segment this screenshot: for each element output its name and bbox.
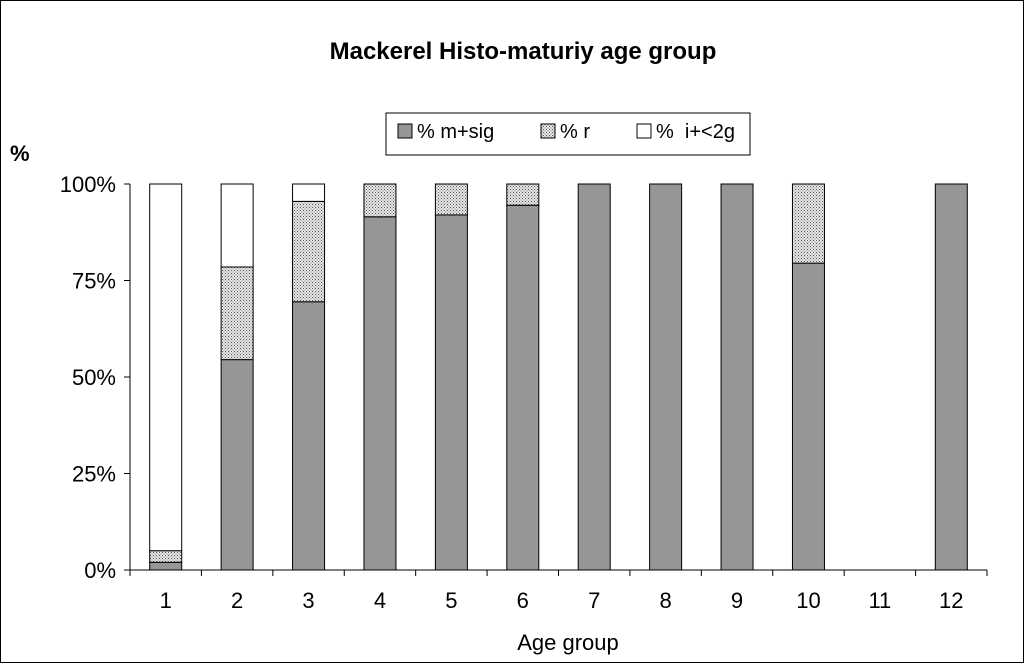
y-tick-label: 100% bbox=[60, 172, 116, 197]
bar-segment-2-age-4 bbox=[363, 183, 397, 218]
y-axis-label: % bbox=[10, 141, 30, 166]
legend-label: % r bbox=[560, 121, 590, 143]
x-tick-label: 5 bbox=[445, 588, 457, 613]
bar-segment-1-age-10 bbox=[791, 262, 825, 571]
legend-swatch bbox=[540, 123, 556, 139]
x-tick-label: 12 bbox=[939, 588, 963, 613]
x-tick-label: 8 bbox=[660, 588, 672, 613]
bar-segment-2-age-1 bbox=[149, 550, 183, 563]
x-tick-label: 6 bbox=[517, 588, 529, 613]
bar-segment-1-age-3 bbox=[292, 301, 326, 571]
bar-segment-1-age-5 bbox=[434, 214, 468, 571]
x-tick-label: 7 bbox=[588, 588, 600, 613]
bar-segment-1-age-6 bbox=[506, 204, 540, 571]
bar-segment-3-age-2 bbox=[220, 183, 254, 268]
x-tick-label: 3 bbox=[302, 588, 314, 613]
y-tick-label: 25% bbox=[72, 462, 116, 487]
x-tick-label: 9 bbox=[731, 588, 743, 613]
x-tick-label: 4 bbox=[374, 588, 386, 613]
bar-segment-1-age-9 bbox=[720, 183, 754, 571]
bar-segment-1-age-4 bbox=[363, 216, 397, 571]
axes-group: 0%25%50%75%100%1 2 3 4 5 6 7 8 9 10 11 12 bbox=[60, 172, 988, 613]
bars-group bbox=[149, 183, 968, 571]
bar-segment-2-age-5 bbox=[434, 183, 468, 216]
x-tick-label: 2 bbox=[231, 588, 243, 613]
bar-segment-1-age-7 bbox=[577, 183, 611, 571]
bar-segment-3-age-1 bbox=[149, 183, 183, 552]
legend-box bbox=[385, 112, 751, 156]
bar-segment-2-age-10 bbox=[791, 183, 825, 264]
bar-segment-2-age-6 bbox=[506, 183, 540, 206]
y-tick-label: 50% bbox=[72, 365, 116, 390]
bar-segment-2-age-3 bbox=[292, 200, 326, 303]
legend-label: % i+<2g bbox=[656, 121, 735, 143]
y-tick-label: 0% bbox=[84, 558, 116, 583]
bar-segment-1-age-12 bbox=[934, 183, 968, 571]
legend: % m+sig % r % i+<2g bbox=[385, 112, 751, 156]
legend-label: % m+sig bbox=[417, 121, 494, 143]
bar-segment-2-age-2 bbox=[220, 266, 254, 361]
chart-title: Mackerel Histo-maturiy age group bbox=[330, 38, 717, 65]
x-axis-label: Age group bbox=[517, 630, 619, 655]
x-tick-label: 11 bbox=[868, 588, 891, 613]
legend-swatch bbox=[636, 123, 652, 139]
bar-segment-1-age-2 bbox=[220, 359, 254, 571]
bar-segment-1-age-8 bbox=[649, 183, 683, 571]
bar-segment-1-age-1 bbox=[149, 561, 183, 571]
y-tick-label: 75% bbox=[72, 269, 116, 294]
x-tick-label: 1 bbox=[160, 588, 172, 613]
bar-segment-3-age-3 bbox=[292, 183, 326, 202]
legend-swatch bbox=[397, 123, 413, 139]
x-tick-label: 10 bbox=[796, 588, 820, 613]
